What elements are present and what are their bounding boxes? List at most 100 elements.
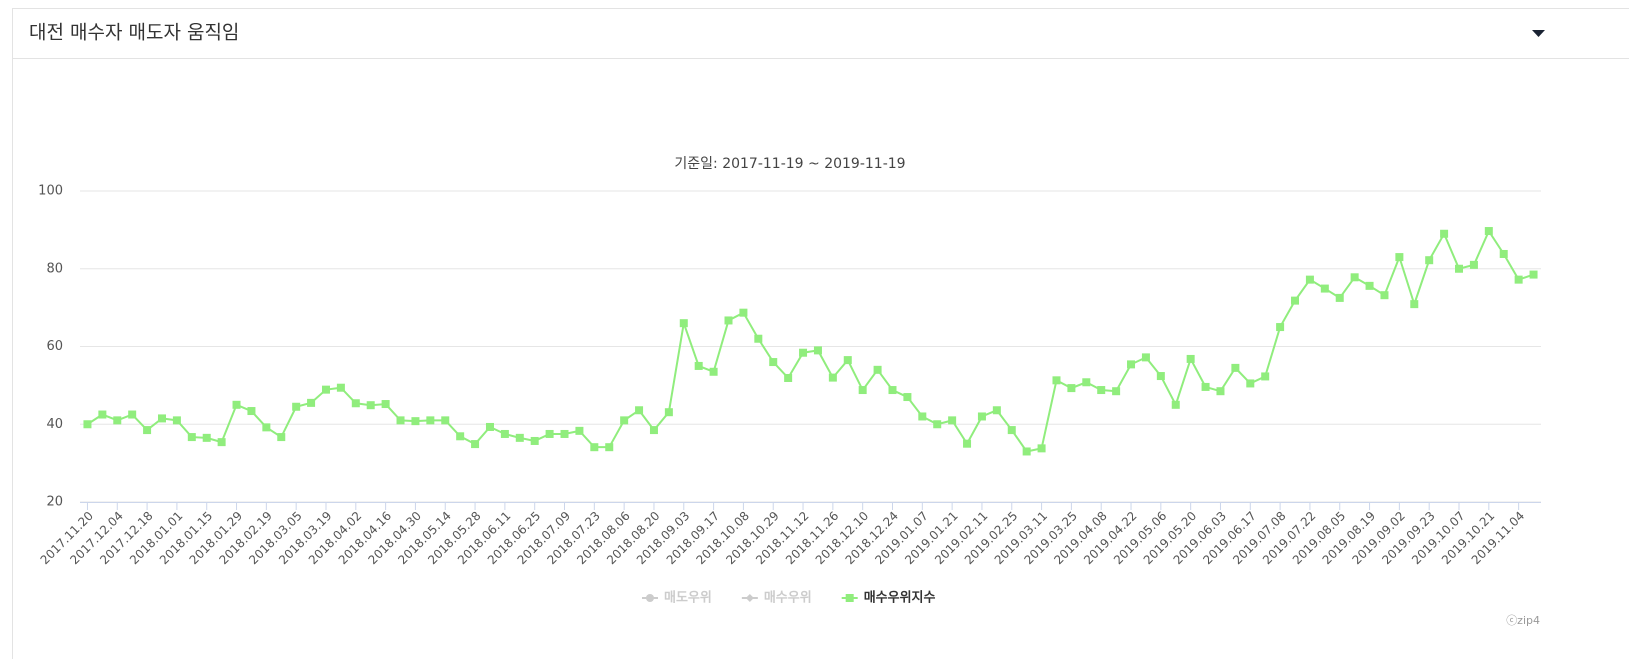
point-marker: [1037, 444, 1046, 453]
point-marker: [873, 365, 882, 374]
point-marker: [1425, 256, 1434, 265]
point-marker: [98, 410, 107, 419]
point-marker: [590, 443, 599, 452]
point-marker: [471, 440, 480, 449]
point-marker: [187, 433, 196, 442]
point-marker: [202, 433, 211, 442]
point-marker: [1022, 447, 1031, 456]
point-marker: [500, 429, 509, 438]
point-marker: [1141, 353, 1150, 362]
point-marker: [620, 416, 629, 425]
point-marker: [381, 400, 390, 409]
point-marker: [247, 407, 256, 416]
point-marker: [1201, 382, 1210, 391]
legend-label[interactable]: 매수우위: [764, 591, 812, 606]
point-marker: [143, 426, 152, 435]
point-marker: [336, 383, 345, 392]
point-marker: [1350, 273, 1359, 282]
point-marker: [1112, 387, 1121, 396]
point-marker: [1455, 264, 1464, 273]
point-marker: [1261, 372, 1270, 381]
point-marker: [1276, 323, 1285, 332]
legend-label[interactable]: 매도우위: [664, 591, 712, 606]
legend-marker: [745, 594, 754, 602]
point-marker: [113, 416, 122, 425]
point-marker: [1216, 387, 1225, 396]
point-marker: [784, 373, 793, 382]
point-marker: [485, 422, 494, 431]
y-tick-label: 100: [38, 184, 63, 199]
point-marker: [1395, 253, 1404, 262]
point-marker: [545, 429, 554, 438]
point-marker: [1484, 227, 1493, 236]
point-marker: [262, 423, 271, 432]
point-marker: [888, 386, 897, 395]
point-marker: [992, 406, 1001, 415]
point-marker: [664, 408, 673, 417]
point-marker: [1097, 386, 1106, 395]
point-marker: [1469, 260, 1478, 269]
card: [12, 8, 1629, 659]
point-marker: [1127, 360, 1136, 369]
y-tick-label: 20: [46, 495, 63, 510]
point-marker: [277, 433, 286, 442]
point-marker: [172, 416, 181, 425]
point-marker: [411, 417, 420, 426]
point-marker: [605, 443, 614, 452]
point-marker: [963, 439, 972, 448]
point-marker: [709, 367, 718, 376]
point-marker: [530, 436, 539, 445]
point-marker: [292, 402, 301, 411]
point-marker: [843, 356, 852, 365]
point-marker: [1335, 293, 1344, 302]
point-marker: [679, 319, 688, 328]
point-marker: [799, 348, 808, 357]
point-marker: [1499, 249, 1508, 258]
point-marker: [217, 438, 226, 447]
point-marker: [948, 416, 957, 425]
point-marker: [724, 316, 733, 325]
point-marker: [351, 399, 360, 408]
point-marker: [1052, 376, 1061, 385]
point-marker: [933, 420, 942, 429]
point-marker: [515, 433, 524, 442]
point-marker: [366, 401, 375, 410]
point-marker: [1067, 384, 1076, 393]
point-marker: [1305, 275, 1314, 284]
point-marker: [1171, 400, 1180, 409]
point-marker: [1514, 275, 1523, 284]
point-marker: [1246, 379, 1255, 388]
point-marker: [694, 361, 703, 370]
point-marker: [1380, 291, 1389, 300]
point-marker: [813, 346, 822, 355]
point-marker: [649, 426, 658, 435]
credit: ⓒzip4: [1506, 614, 1540, 627]
point-marker: [1365, 281, 1374, 290]
point-marker: [1082, 378, 1091, 387]
point-marker: [456, 432, 465, 441]
y-tick-label: 80: [46, 261, 63, 276]
point-marker: [575, 426, 584, 435]
point-marker: [635, 406, 644, 415]
point-marker: [903, 393, 912, 402]
point-marker: [977, 412, 986, 421]
point-marker: [396, 416, 405, 425]
point-marker: [560, 429, 569, 438]
point-marker: [321, 385, 330, 394]
point-marker: [232, 400, 241, 409]
point-marker: [1231, 363, 1240, 372]
legend-marker: [845, 594, 854, 602]
point-marker: [1320, 284, 1329, 293]
y-tick-label: 60: [46, 339, 63, 354]
point-marker: [426, 416, 435, 425]
legend-label[interactable]: 매수우위지수: [864, 591, 936, 606]
point-marker: [1291, 296, 1300, 305]
point-marker: [769, 358, 778, 367]
point-marker: [754, 334, 763, 343]
point-marker: [828, 373, 837, 382]
point-marker: [441, 416, 450, 425]
legend-marker: [646, 594, 654, 602]
point-marker: [918, 412, 927, 421]
dropdown-toggle[interactable]: [1532, 30, 1545, 37]
